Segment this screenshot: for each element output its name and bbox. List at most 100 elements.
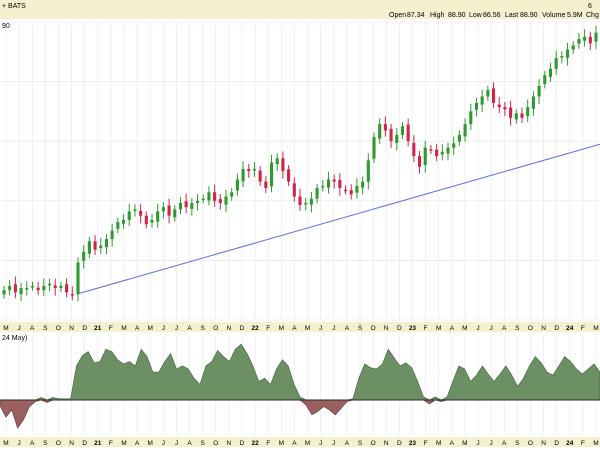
candle-body — [178, 202, 183, 210]
x-tick-label: D — [397, 440, 402, 447]
x-tick-label: A — [135, 325, 140, 332]
candle-body — [235, 179, 239, 191]
candle-body — [446, 147, 450, 154]
candle-body — [326, 179, 331, 188]
x-tick-label: A — [187, 440, 192, 447]
x-tick-label: F — [266, 440, 270, 447]
candle-body — [292, 183, 296, 197]
x-tick-label: M — [436, 325, 441, 332]
candle-body — [65, 284, 69, 293]
x-tick-label: O — [371, 440, 376, 447]
x-tick-label: J — [17, 440, 20, 447]
x-tick-label: J — [175, 325, 178, 332]
x-tick-label: O — [213, 325, 218, 332]
x-tick-label: A — [345, 325, 350, 332]
candle-body — [47, 283, 52, 286]
x-tick-label: F — [424, 440, 428, 447]
candle-body — [167, 205, 171, 216]
x-tick-label: O — [371, 325, 376, 332]
candle-body — [474, 102, 479, 110]
x-tick-label: J — [489, 440, 492, 447]
candle-body — [463, 124, 467, 137]
x-tick-label: J — [332, 325, 335, 332]
candle-body — [571, 45, 575, 50]
x-tick-label: J — [332, 440, 335, 447]
x-tick-label: O — [56, 440, 61, 447]
x-tick-label: J — [489, 325, 492, 332]
top-right-digit: 6 — [588, 3, 592, 10]
candle-body — [275, 158, 279, 165]
indicator-area-negative — [0, 399, 600, 429]
candle-body — [520, 113, 524, 118]
x-tick-label: N — [384, 325, 389, 332]
candle-body — [343, 189, 348, 192]
candle-body — [104, 239, 109, 248]
x-tick-label: A — [502, 325, 507, 332]
candle-body — [258, 170, 262, 182]
x-tick-label: J — [175, 440, 178, 447]
candle-body — [355, 185, 359, 193]
x-tick-label: N — [227, 325, 232, 332]
candle-body — [173, 209, 177, 218]
candle-body — [201, 198, 205, 201]
candle-body — [321, 185, 325, 188]
trendline — [77, 143, 600, 295]
candle-body — [361, 181, 365, 188]
candle-body — [366, 160, 370, 182]
candle-body — [594, 32, 598, 42]
candle-body — [190, 202, 194, 209]
x-tick-label: M — [436, 440, 441, 447]
header-bar — [0, 0, 600, 19]
x-tick-label: O — [528, 325, 533, 332]
x-tick-label: M — [3, 440, 8, 447]
x-tick-label: M — [279, 440, 284, 447]
candle-body — [497, 104, 501, 108]
x-tick-label: M — [593, 325, 598, 332]
candle-body — [218, 199, 222, 203]
candle-body — [383, 124, 387, 131]
x-tick-label: D — [240, 325, 245, 332]
x-tick-label: M — [593, 440, 598, 447]
candle-body — [213, 192, 217, 201]
candle-body — [133, 209, 137, 211]
candle-body — [577, 39, 581, 44]
x-tick-label: O — [213, 440, 218, 447]
x-tick-label: M — [148, 440, 153, 447]
x-tick-label: S — [200, 440, 205, 447]
x-tick-label: D — [397, 325, 402, 332]
x-tick-label: J — [162, 440, 165, 447]
x-tick-label: 21 — [94, 325, 102, 332]
x-tick-label: F — [109, 325, 113, 332]
candle-body — [139, 211, 143, 216]
candle-body — [287, 169, 291, 182]
candle-body — [82, 251, 86, 261]
candle-body — [412, 142, 416, 157]
x-tick-label: A — [292, 325, 297, 332]
candle-body — [338, 179, 342, 189]
x-tick-label: J — [17, 325, 20, 332]
candle-body — [583, 36, 587, 41]
candle-body — [161, 207, 165, 212]
x-tick-label: 22 — [251, 440, 259, 447]
volume-label: Volume — [542, 12, 565, 19]
open-label: Open — [389, 12, 406, 19]
candle-body — [230, 192, 234, 197]
candle-body — [588, 36, 592, 44]
open-value: 87.34 — [407, 12, 425, 19]
candle-body — [70, 294, 74, 296]
last-label: Last — [505, 12, 518, 19]
candle-body — [127, 211, 131, 220]
x-tick-label: N — [384, 440, 389, 447]
candle-body — [150, 219, 154, 223]
candle-body — [543, 75, 547, 85]
candle-body — [184, 201, 188, 208]
x-tick-label: M — [121, 325, 126, 332]
candle-body — [349, 190, 353, 195]
x-tick-label: M — [462, 440, 467, 447]
x-tick-label: N — [69, 440, 74, 447]
candle-body — [241, 168, 245, 182]
candle-body — [378, 124, 382, 139]
x-axis-bottom-ticks: M J A S O N D 21 F M A M J J A S O N D 22 F M A M J J A S O N D 23 F M A M J… — [3, 440, 598, 447]
x-tick-label: A — [450, 325, 455, 332]
